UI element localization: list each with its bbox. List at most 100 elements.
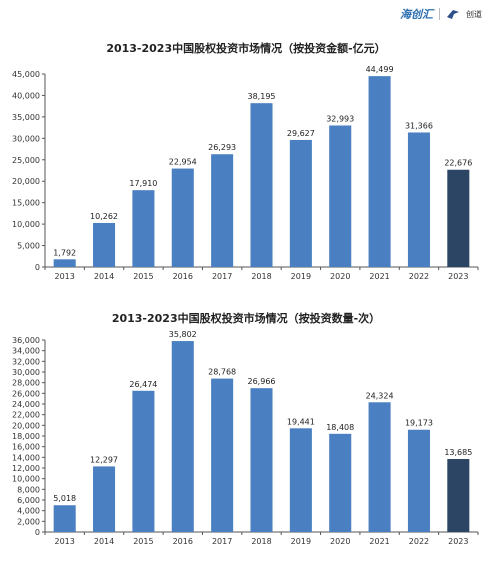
data-label-2019: 29,627 [287,129,315,138]
y-tick-label: 25,000 [12,156,40,165]
data-label-2022: 19,173 [405,419,433,428]
x-tick-label-2017: 2017 [212,272,232,281]
chart-title-amount: 2013-2023中国股权投资市场情况（按投资金额-亿元） [106,42,386,55]
data-label-2014: 10,262 [90,212,118,221]
data-label-2020: 18,408 [326,423,354,432]
bar-2021 [368,76,391,267]
y-tick-label: 30,000 [12,368,40,377]
bar-2021 [368,402,391,532]
bar-2020 [329,433,352,532]
data-label-2018: 26,966 [248,377,276,386]
y-tick-label: 20,000 [12,177,40,186]
brand-divider [439,8,440,20]
bar-2015 [132,190,155,267]
bar-2020 [329,125,352,267]
y-tick-label: 26,000 [12,389,40,398]
bar-2023 [447,459,470,532]
x-tick-label-2014: 2014 [94,272,114,281]
data-label-2022: 31,366 [405,121,433,130]
y-tick-label: 6,000 [17,496,40,505]
y-tick-label: 45,000 [12,70,40,79]
bar-2014 [93,466,116,532]
y-tick-label: 20,000 [12,421,40,430]
x-tick-label-2020: 2020 [330,272,350,281]
brand-logo-right: 创道 [466,9,482,19]
data-label-2016: 22,954 [169,158,197,167]
y-tick-label: 12,000 [12,464,40,473]
y-tick-label: 8,000 [17,485,40,494]
x-tick-label-2017: 2017 [212,537,232,546]
y-tick-label: 0 [35,263,40,272]
x-tick-label-2019: 2019 [291,537,311,546]
y-tick-label: 34,000 [12,347,40,356]
x-tick-label-2021: 2021 [369,272,389,281]
data-label-2018: 38,195 [248,92,276,101]
bar-2019 [289,428,312,532]
x-tick-label-2019: 2019 [291,272,311,281]
data-label-2015: 17,910 [129,179,157,188]
data-label-2017: 28,768 [208,368,236,377]
x-tick-label-2020: 2020 [330,537,350,546]
x-tick-label-2013: 2013 [55,537,75,546]
bar-2018 [250,388,273,532]
bar-2022 [407,429,430,532]
data-label-2013: 5,018 [53,494,76,503]
brand-header: 海创汇 创道 [400,6,482,22]
bar-2015 [132,390,155,532]
bar-chart-amount: 0 5,000 10,000 15,000 20,000 25,000 30,000 35,0… [12,65,479,281]
y-tick-label: 32,000 [12,357,40,366]
data-label-2021: 24,324 [366,391,394,400]
x-tick-label-2023: 2023 [448,272,468,281]
data-label-2021: 44,499 [366,65,394,74]
bar-2013 [53,505,76,532]
x-tick-label-2015: 2015 [133,537,153,546]
y-tick-label: 35,000 [12,113,40,122]
data-label-2023: 13,685 [444,448,472,457]
y-tick-label: 16,000 [12,443,40,452]
data-label-2023: 22,676 [444,159,472,168]
x-tick-label-2016: 2016 [173,537,193,546]
bar-2017 [211,378,234,532]
y-tick-label: 0 [35,528,40,537]
bar-2014 [93,222,116,267]
data-label-2020: 32,993 [326,114,354,123]
y-tick-label: 30,000 [12,134,40,143]
data-label-2019: 19,441 [287,417,315,426]
bar-2017 [211,154,234,267]
y-tick-label: 2,000 [17,517,40,526]
data-label-2016: 35,802 [169,330,197,339]
data-label-2014: 12,297 [90,455,118,464]
bar-2016 [171,341,194,532]
y-tick-label: 5,000 [17,242,40,251]
y-tick-label: 10,000 [12,475,40,484]
data-label-2013: 1,792 [53,248,76,257]
y-tick-label: 4,000 [17,507,40,516]
x-tick-label-2016: 2016 [173,272,193,281]
x-tick-label-2018: 2018 [251,537,271,546]
x-tick-label-2013: 2013 [55,272,75,281]
data-label-2015: 26,474 [129,380,157,389]
x-tick-label-2023: 2023 [448,537,468,546]
x-tick-label-2021: 2021 [369,537,389,546]
y-tick-label: 15,000 [12,199,40,208]
bar-2018 [250,103,273,268]
x-tick-label-2014: 2014 [94,537,114,546]
data-label-2017: 26,293 [208,143,236,152]
y-tick-label: 28,000 [12,379,40,388]
brand-logo-left: 海创汇 [400,8,433,21]
bar-2022 [407,132,430,267]
chart-title-count: 2013-2023中国股权投资市场情况（按投资数量-次） [111,312,381,325]
bar-2016 [171,168,194,267]
y-tick-label: 22,000 [12,411,40,420]
bar-2013 [53,259,76,267]
y-tick-label: 10,000 [12,220,40,229]
x-tick-label-2022: 2022 [409,537,429,546]
y-tick-label: 14,000 [12,453,40,462]
x-tick-label-2022: 2022 [409,272,429,281]
x-tick-label-2015: 2015 [133,272,153,281]
y-tick-label: 36,000 [12,336,40,345]
bird-logo-icon [447,10,459,19]
x-tick-label-2018: 2018 [251,272,271,281]
y-tick-label: 18,000 [12,432,40,441]
